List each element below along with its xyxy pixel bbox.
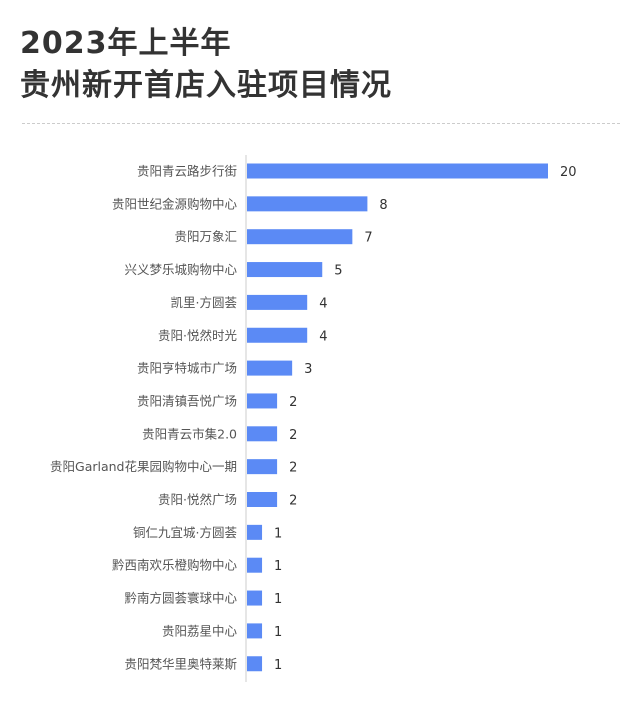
bar <box>247 656 263 672</box>
data-label: 1 <box>274 592 282 607</box>
bar <box>247 262 323 278</box>
data-label: 4 <box>319 296 327 311</box>
category-label: 贵阳清镇吾悦广场 <box>137 393 237 408</box>
bar <box>247 327 308 343</box>
data-label: 1 <box>274 559 282 574</box>
separator <box>22 123 620 124</box>
bar <box>247 196 368 212</box>
bar <box>247 294 308 310</box>
category-label: 凯里·方圆荟 <box>171 295 238 310</box>
data-label: 3 <box>304 362 312 377</box>
data-label: 4 <box>319 329 327 344</box>
data-label: 2 <box>289 461 297 476</box>
data-label: 8 <box>379 198 387 213</box>
bar <box>247 426 278 442</box>
category-label: 黔西南欢乐橙购物中心 <box>112 558 238 573</box>
data-label: 1 <box>274 625 282 640</box>
category-label: 贵阳·悦然时光 <box>158 328 237 343</box>
bar <box>247 459 278 475</box>
data-label: 5 <box>334 264 342 279</box>
title-line-1: 2023年上半年 <box>20 26 232 61</box>
category-label: 贵阳亨特城市广场 <box>137 361 237 376</box>
category-label: 黔南方圆荟寰球中心 <box>124 591 237 606</box>
data-label: 2 <box>289 428 297 443</box>
data-label: 20 <box>560 165 577 180</box>
data-label: 2 <box>289 494 297 509</box>
data-label: 2 <box>289 395 297 410</box>
category-label: 贵阳青云路步行街 <box>137 164 237 179</box>
bar <box>247 393 278 409</box>
bar <box>247 623 263 639</box>
category-label: 贵阳世纪金源购物中心 <box>112 196 238 211</box>
data-label: 7 <box>364 231 372 246</box>
category-label: 兴义梦乐城购物中心 <box>124 262 237 277</box>
category-label: 贵阳荔星中心 <box>162 623 238 638</box>
bar <box>247 360 293 376</box>
category-label: 铜仁九宜城·方圆荟 <box>133 525 237 540</box>
bar <box>247 557 263 573</box>
data-label: 1 <box>274 526 282 541</box>
bar <box>247 229 353 245</box>
category-label: 贵阳Garland花果园购物中心一期 <box>50 459 237 474</box>
bar <box>247 163 548 179</box>
bar <box>247 524 263 540</box>
category-label: 贵阳梵华里奥特莱斯 <box>124 656 237 671</box>
category-label: 贵阳万象汇 <box>174 229 237 244</box>
data-label: 1 <box>274 658 282 673</box>
bar <box>247 492 278 507</box>
bar <box>247 590 263 606</box>
category-label: 贵阳·悦然广场 <box>158 492 237 507</box>
category-label: 贵阳青云市集2.0 <box>142 426 237 441</box>
title-line-2: 贵州新开首店入驻项目情况 <box>20 68 392 103</box>
